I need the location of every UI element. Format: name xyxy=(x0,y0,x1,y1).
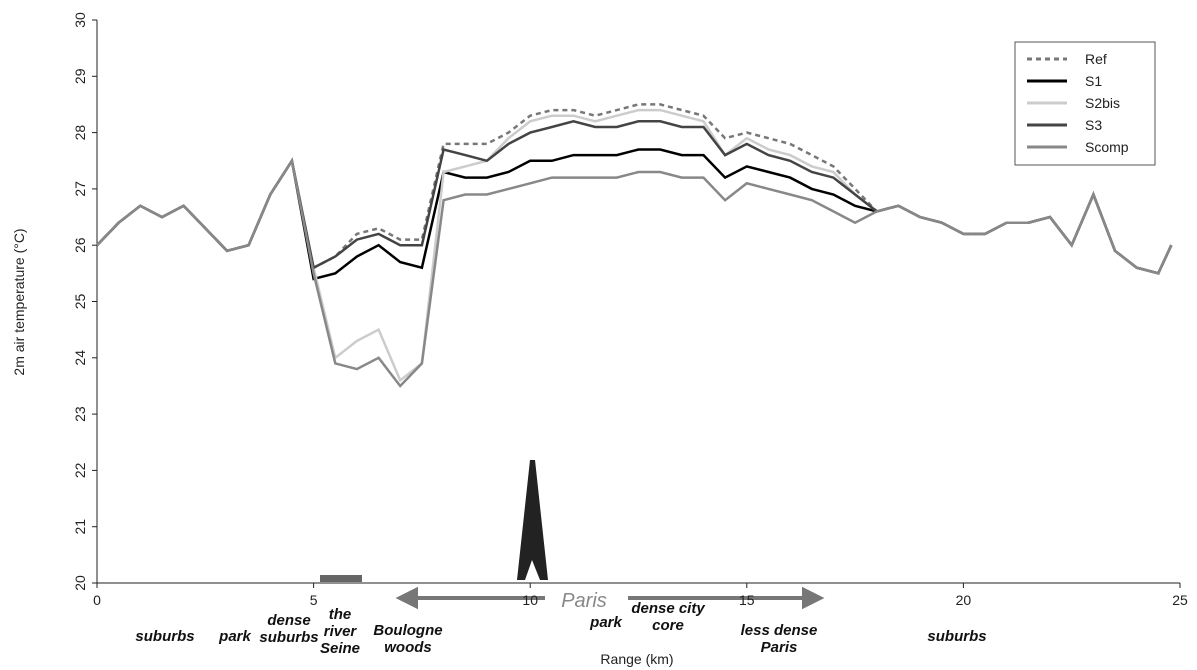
legend-label: Ref xyxy=(1085,51,1107,67)
annotation: suburbs xyxy=(120,628,210,645)
annotation: Boulogne woods xyxy=(363,622,453,656)
x-tick-label: 15 xyxy=(739,592,755,608)
x-tick-label: 25 xyxy=(1172,592,1188,608)
y-tick-label: 30 xyxy=(72,12,88,28)
y-axis-label: 2m air temperature (°C) xyxy=(11,228,27,375)
annotation: dense city core xyxy=(628,600,708,634)
x-tick-label: 0 xyxy=(93,592,101,608)
y-tick-label: 20 xyxy=(72,575,88,591)
annotation: Paris xyxy=(554,593,614,610)
y-tick-label: 23 xyxy=(72,406,88,422)
y-tick-label: 29 xyxy=(72,68,88,84)
y-tick-label: 25 xyxy=(72,294,88,310)
annotation: the river Seine xyxy=(315,606,365,657)
legend-label: S3 xyxy=(1085,117,1102,133)
x-tick-label: 10 xyxy=(522,592,538,608)
y-tick-label: 22 xyxy=(72,462,88,478)
legend-label: S1 xyxy=(1085,73,1102,89)
y-tick-label: 28 xyxy=(72,125,88,141)
annotation: less dense Paris xyxy=(729,622,829,656)
line-series xyxy=(97,161,1171,386)
annotation: suburbs xyxy=(912,628,1002,645)
annotation: dense suburbs xyxy=(254,612,324,646)
annotation: park xyxy=(586,614,626,631)
page: 2m air temperature (°C) Range (km) 20 21 2… xyxy=(0,0,1197,670)
x-axis-label: Range (km) xyxy=(600,651,673,667)
y-tick-label: 26 xyxy=(72,237,88,253)
annotation: park xyxy=(215,628,255,645)
x-tick-label: 20 xyxy=(956,592,972,608)
y-tick-label: 24 xyxy=(72,350,88,366)
line-series xyxy=(97,150,1171,280)
eiffel-tower xyxy=(517,460,548,580)
chart: 2m air temperature (°C) Range (km) 20 21 2… xyxy=(0,0,1197,670)
legend-label: S2bis xyxy=(1085,95,1120,111)
river xyxy=(320,575,362,582)
y-tick-label: 21 xyxy=(72,519,88,535)
y-tick-label: 27 xyxy=(72,181,88,197)
line-series xyxy=(97,121,1171,273)
legend-label: Scomp xyxy=(1085,139,1129,155)
line-series xyxy=(97,104,1171,273)
